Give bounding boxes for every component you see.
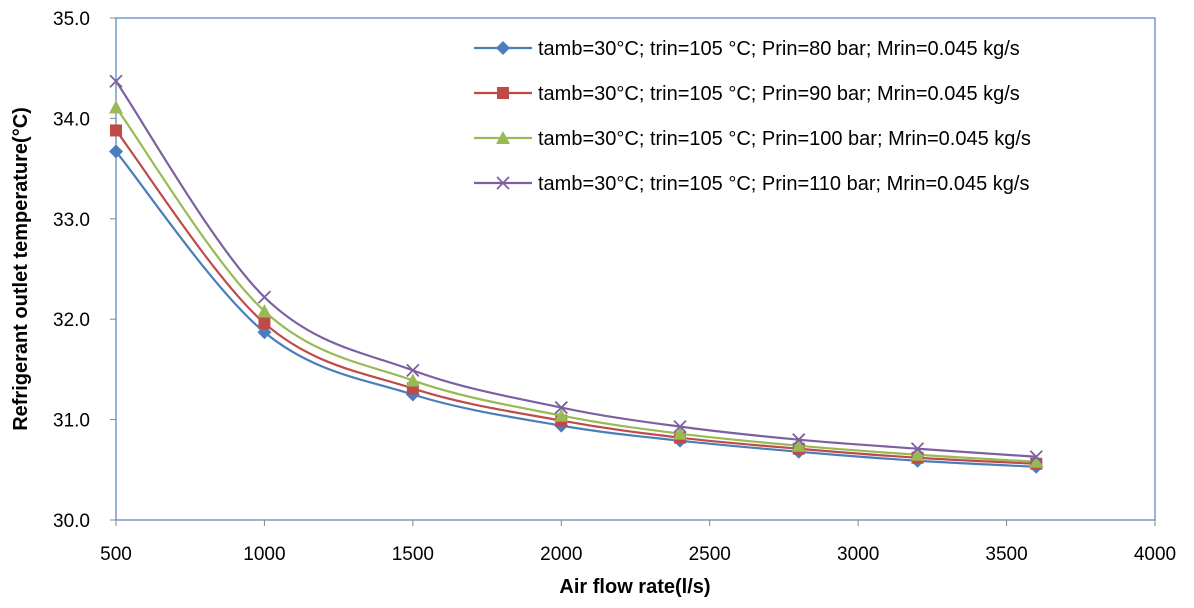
series-3 bbox=[109, 100, 1044, 468]
data-point bbox=[257, 290, 272, 304]
data-point bbox=[673, 426, 688, 440]
y-tick-label: 35.0 bbox=[53, 9, 90, 30]
y-axis-title: Refrigerant outlet temperature(°C) bbox=[10, 107, 32, 431]
x-axis: 500 1000 1500 2000 2500 3000 3500 4000 bbox=[100, 520, 1176, 565]
legend-item: tamb=30°C; trin=105 °C; Prin=90 bar; Mri… bbox=[474, 83, 1020, 105]
data-point bbox=[792, 433, 806, 447]
series-4 bbox=[109, 74, 1043, 464]
data-point bbox=[910, 442, 925, 456]
data-point bbox=[406, 363, 420, 378]
legend-item: tamb=30°C; trin=105 °C; Prin=80 bar; Mri… bbox=[474, 38, 1020, 60]
x-tick-label: 2500 bbox=[689, 544, 731, 565]
legend-item: tamb=30°C; trin=105 °C; Prin=110 bar; Mr… bbox=[474, 173, 1029, 195]
x-tick-label: 3000 bbox=[837, 544, 879, 565]
legend-label: tamb=30°C; trin=105 °C; Prin=90 bar; Mri… bbox=[538, 83, 1020, 105]
legend-label: tamb=30°C; trin=105 °C; Prin=110 bar; Mr… bbox=[538, 173, 1029, 195]
series-layer bbox=[109, 74, 1044, 474]
data-point bbox=[673, 419, 687, 434]
legend-label: tamb=30°C; trin=105 °C; Prin=100 bar; Mr… bbox=[538, 128, 1031, 150]
data-point bbox=[1029, 454, 1044, 468]
y-tick-label: 34.0 bbox=[53, 109, 90, 130]
y-tick-label: 31.0 bbox=[53, 411, 90, 432]
y-tick-label: 30.0 bbox=[53, 511, 90, 532]
data-point bbox=[554, 400, 568, 415]
data-point bbox=[109, 74, 123, 88]
data-point bbox=[791, 438, 806, 452]
data-point bbox=[554, 408, 569, 422]
x-tick-label: 2000 bbox=[540, 544, 582, 565]
legend-marker bbox=[497, 87, 509, 99]
legend-marker bbox=[496, 41, 510, 55]
data-point bbox=[258, 317, 271, 330]
x-tick-label: 500 bbox=[100, 544, 132, 565]
data-point bbox=[1029, 450, 1043, 464]
legend-marker bbox=[496, 176, 510, 190]
y-tick-label: 33.0 bbox=[53, 210, 90, 231]
legend: tamb=30°C; trin=105 °C; Prin=80 bar; Mri… bbox=[474, 38, 1031, 195]
y-axis: 30.0 31.0 32.0 33.0 34.0 35.0 bbox=[53, 9, 116, 532]
x-tick-label: 1500 bbox=[392, 544, 434, 565]
legend-label: tamb=30°C; trin=105 °C; Prin=80 bar; Mri… bbox=[538, 38, 1020, 60]
y-tick-label: 32.0 bbox=[53, 310, 90, 331]
data-point bbox=[405, 373, 420, 387]
legend-marker bbox=[496, 131, 510, 144]
x-tick-label: 3500 bbox=[985, 544, 1027, 565]
x-tick-label: 1000 bbox=[243, 544, 285, 565]
data-point bbox=[110, 124, 122, 137]
data-point bbox=[109, 100, 123, 114]
x-axis-title: Air flow rate(l/s) bbox=[559, 576, 710, 598]
data-point bbox=[910, 447, 925, 461]
x-tick-label: 4000 bbox=[1134, 544, 1176, 565]
legend-item: tamb=30°C; trin=105 °C; Prin=100 bar; Mr… bbox=[474, 128, 1031, 150]
data-point bbox=[109, 144, 123, 159]
data-point bbox=[257, 304, 272, 318]
